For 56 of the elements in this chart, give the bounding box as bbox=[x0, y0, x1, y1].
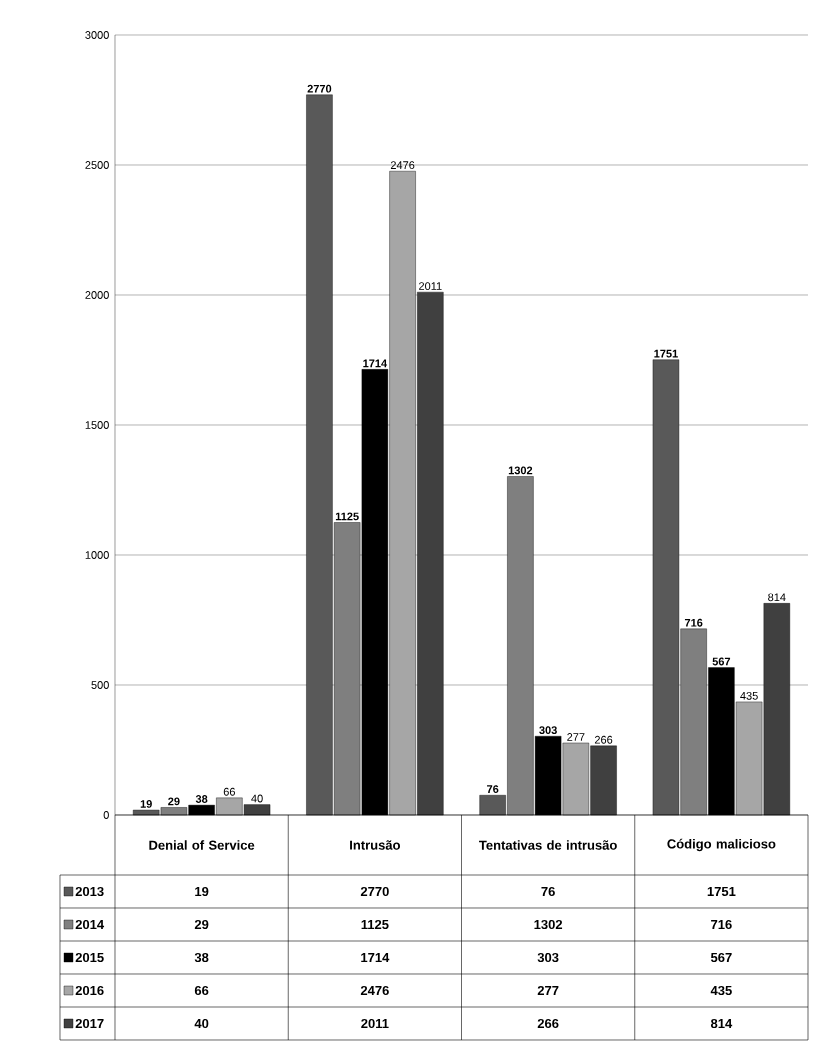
legend-label: 2017 bbox=[75, 1018, 104, 1029]
data-label: 303 bbox=[539, 726, 557, 735]
y-tick-label: 2000 bbox=[85, 291, 109, 299]
y-tick-label: 1000 bbox=[85, 551, 109, 559]
data-label: 40 bbox=[251, 794, 263, 803]
text: 2476 bbox=[360, 985, 389, 996]
data-label: 2476 bbox=[390, 161, 415, 170]
data-label: 76 bbox=[487, 785, 499, 794]
data-label: 266 bbox=[594, 735, 613, 744]
text: 29 bbox=[194, 919, 209, 930]
text: 567 bbox=[710, 952, 732, 963]
legend-label: 2014 bbox=[75, 919, 105, 930]
y-tick-label: 3000 bbox=[85, 31, 109, 39]
legend-label: 2016 bbox=[75, 985, 104, 996]
data-label: 277 bbox=[567, 733, 585, 741]
text: 2770 bbox=[360, 886, 389, 897]
data-label: 1302 bbox=[508, 466, 533, 475]
legend-label: 2013 bbox=[75, 886, 104, 897]
x-tick-label: Intrusão bbox=[350, 840, 401, 850]
data-label: 19 bbox=[140, 800, 152, 808]
text: 40 bbox=[194, 1018, 209, 1029]
data-label: 2770 bbox=[307, 84, 332, 93]
text: 266 bbox=[537, 1018, 559, 1029]
data-label: 66 bbox=[223, 787, 235, 796]
text: 303 bbox=[537, 952, 559, 963]
data-label: 435 bbox=[740, 691, 758, 700]
y-tick-label: 1500 bbox=[85, 421, 109, 429]
text: 1714 bbox=[361, 953, 390, 962]
y-tick-label: 500 bbox=[91, 681, 109, 689]
text: 76 bbox=[541, 886, 555, 897]
data-label: 2011 bbox=[419, 282, 442, 290]
text: 2011 bbox=[361, 1018, 389, 1029]
y-tick-label: 2500 bbox=[85, 161, 109, 169]
legend-label: 2015 bbox=[75, 952, 104, 963]
data-label: 567 bbox=[712, 657, 731, 666]
x-tick-label: Código malicioso bbox=[667, 838, 776, 852]
data-label: 814 bbox=[768, 593, 786, 602]
text: 435 bbox=[710, 985, 732, 996]
text: 38 bbox=[194, 952, 209, 963]
text: 19 bbox=[195, 886, 209, 897]
data-label: 716 bbox=[684, 618, 703, 627]
text: 1302 bbox=[534, 919, 563, 930]
text: 277 bbox=[537, 985, 559, 996]
x-tick-label: Denial of Service bbox=[149, 840, 255, 850]
data-label: 1751 bbox=[654, 349, 678, 358]
y-tick-label: 0 bbox=[103, 811, 109, 819]
data-label: 1125 bbox=[335, 512, 359, 521]
text: 1125 bbox=[361, 919, 389, 930]
text: 1751 bbox=[707, 886, 736, 897]
data-label: 38 bbox=[195, 795, 208, 803]
text: 716 bbox=[711, 919, 732, 930]
text: 814 bbox=[710, 1018, 733, 1029]
x-tick-label: Tentativas de intrusão bbox=[479, 840, 617, 850]
text: 66 bbox=[194, 985, 209, 996]
data-label: 29 bbox=[168, 797, 180, 806]
data-label: 1714 bbox=[363, 359, 388, 368]
